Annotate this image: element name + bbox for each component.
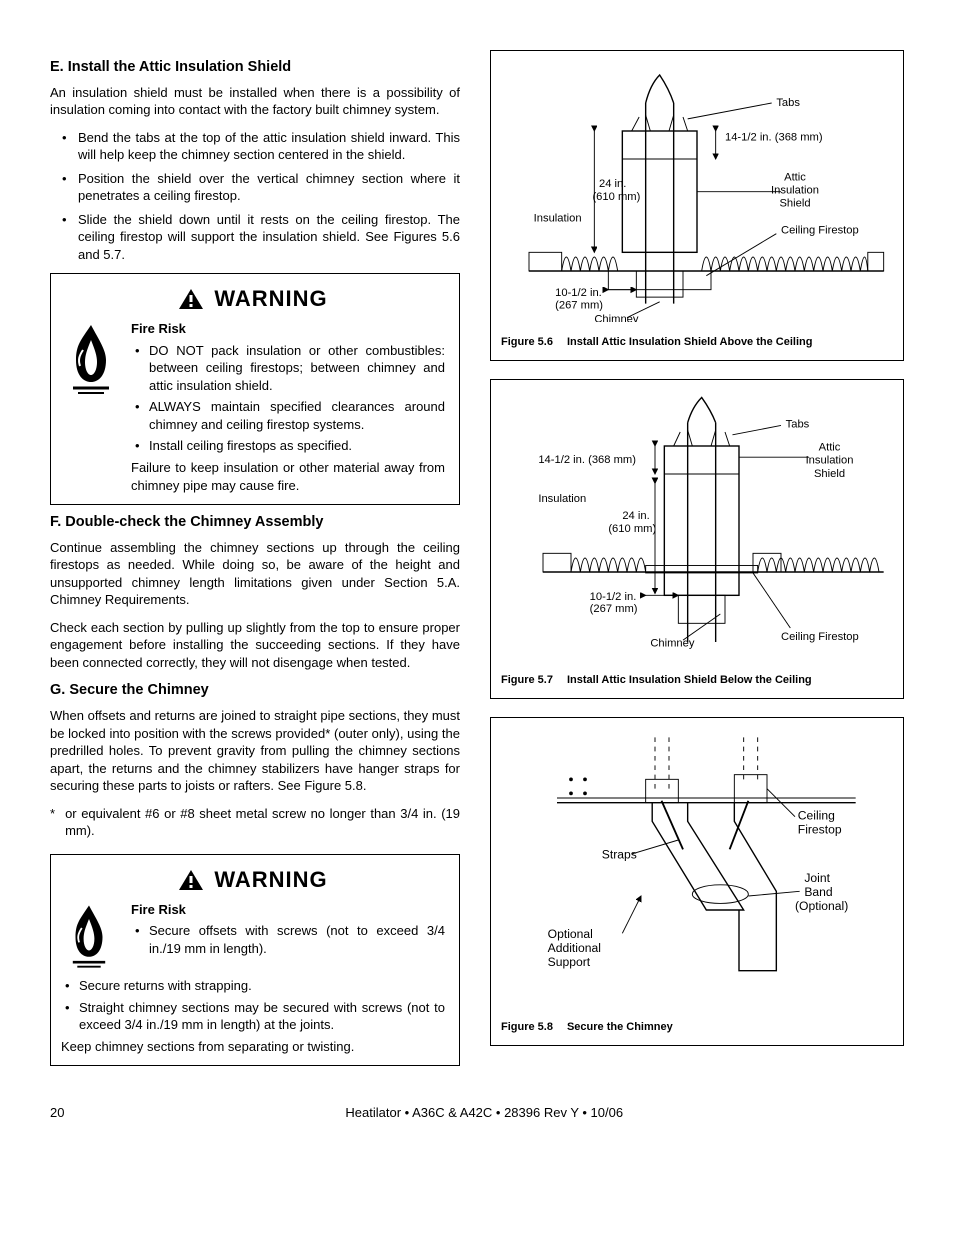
svg-text:10-1/2 in.: 10-1/2 in. — [555, 287, 602, 299]
flame-icon — [61, 901, 121, 978]
svg-text:Optional: Optional — [548, 927, 593, 941]
footnote-text: or equivalent #6 or #8 sheet metal screw… — [65, 805, 460, 840]
svg-text:Ceiling Firestop: Ceiling Firestop — [781, 631, 859, 643]
svg-text:Shield: Shield — [814, 468, 845, 480]
svg-text:Chimney: Chimney — [594, 313, 639, 322]
figure-5-7-diagram: Tabs Attic Insulation Shield 14-1/2 in. … — [501, 390, 893, 661]
svg-text:Shield: Shield — [779, 198, 810, 210]
warning-bullet: Install ceiling firestops as specified. — [131, 437, 445, 455]
svg-text:Straps: Straps — [602, 847, 637, 861]
section-g-footnote: * or equivalent #6 or #8 sheet metal scr… — [50, 805, 460, 840]
svg-text:14-1/2 in. (368 mm): 14-1/2 in. (368 mm) — [538, 454, 636, 466]
page-number: 20 — [50, 1104, 64, 1122]
warning-bullet: ALWAYS maintain specified clearances aro… — [131, 398, 445, 433]
figure-5-8-diagram: Ceiling Firestop Straps Joint Band (Opti… — [501, 728, 893, 1008]
warning-title: WARNING — [214, 865, 327, 895]
section-f-p1: Continue assembling the chimney sections… — [50, 539, 460, 609]
svg-text:Insulation: Insulation — [534, 213, 582, 225]
figure-5-7: Tabs Attic Insulation Shield 14-1/2 in. … — [490, 379, 904, 699]
warning-bullet: Straight chimney sections may be secured… — [61, 999, 445, 1034]
svg-text:10-1/2 in.: 10-1/2 in. — [590, 591, 637, 603]
svg-text:Tabs: Tabs — [786, 418, 810, 430]
figure-5-8-caption: Figure 5.8Secure the Chimney — [501, 1020, 893, 1035]
figure-5-8: Ceiling Firestop Straps Joint Band (Opti… — [490, 717, 904, 1046]
svg-text:(Optional): (Optional) — [795, 899, 848, 913]
warning-tail: Failure to keep insulation or other mate… — [131, 459, 445, 494]
doc-id: Heatilator • A36C & A42C • 28396 Rev Y •… — [345, 1104, 623, 1122]
warning-bullet: Secure offsets with screws (not to excee… — [131, 922, 445, 957]
svg-text:(267 mm): (267 mm) — [590, 603, 638, 615]
page-footer: 20 Heatilator • A36C & A42C • 28396 Rev … — [50, 1104, 904, 1122]
warning-heading: WARNING — [61, 284, 445, 314]
svg-text:Insulation: Insulation — [771, 185, 819, 197]
footnote-star: * — [50, 805, 55, 840]
svg-text:Joint: Joint — [804, 871, 830, 885]
svg-text:14-1/2 in. (368 mm): 14-1/2 in. (368 mm) — [725, 131, 823, 143]
svg-text:(267 mm): (267 mm) — [555, 299, 603, 311]
figure-5-7-caption: Figure 5.7Install Attic Insulation Shiel… — [501, 673, 893, 688]
warning-box-1: WARNING Fire Risk DO NOT pack insulation… — [50, 273, 460, 505]
section-e-bullet: Slide the shield down until it rests on … — [50, 211, 460, 264]
warning-title: WARNING — [214, 284, 327, 314]
figure-5-6-diagram: Tabs 14-1/2 in. (368 mm) Attic Insulatio… — [501, 61, 893, 322]
section-e-heading: E. Install the Attic Insulation Shield — [50, 58, 460, 78]
warning-heading: WARNING — [61, 865, 445, 895]
figure-5-6-caption: Figure 5.6Install Attic Insulation Shiel… — [501, 335, 893, 350]
svg-text:24 in.: 24 in. — [622, 510, 649, 522]
svg-text:Band: Band — [804, 885, 832, 899]
fire-risk-label: Fire Risk — [131, 901, 445, 919]
section-f-heading: F. Double-check the Chimney Assembly — [50, 513, 460, 533]
warning-bullet: DO NOT pack insulation or other combusti… — [131, 342, 445, 395]
warning-tail: Keep chimney sections from separating or… — [61, 1038, 445, 1056]
alert-triangle-icon — [178, 869, 204, 891]
svg-text:Ceiling: Ceiling — [798, 808, 835, 822]
svg-text:(610 mm): (610 mm) — [592, 191, 640, 203]
fire-risk-label: Fire Risk — [131, 320, 445, 338]
section-g-p1: When offsets and returns are joined to s… — [50, 707, 460, 795]
svg-text:Firestop: Firestop — [798, 822, 842, 836]
section-e-bullet: Bend the tabs at the top of the attic in… — [50, 129, 460, 164]
svg-text:Attic: Attic — [819, 441, 841, 453]
section-f-p2: Check each section by pulling up slightl… — [50, 619, 460, 672]
svg-text:Chimney: Chimney — [650, 637, 695, 649]
section-g-heading: G. Secure the Chimney — [50, 681, 460, 701]
svg-text:Insulation: Insulation — [538, 493, 586, 505]
svg-text:24 in.: 24 in. — [599, 178, 626, 190]
warning-box-2: WARNING Fire Risk Secure offsets with sc… — [50, 854, 460, 1066]
svg-text:Attic: Attic — [784, 171, 806, 183]
section-e-bullets: Bend the tabs at the top of the attic in… — [50, 129, 460, 264]
flame-icon — [61, 320, 121, 405]
figure-5-6: Tabs 14-1/2 in. (368 mm) Attic Insulatio… — [490, 50, 904, 361]
svg-text:Ceiling Firestop: Ceiling Firestop — [781, 225, 859, 237]
warning-bullet: Secure returns with strapping. — [61, 977, 445, 995]
section-e-bullet: Position the shield over the vertical ch… — [50, 170, 460, 205]
svg-text:Insulation: Insulation — [806, 454, 854, 466]
svg-text:(610 mm): (610 mm) — [608, 523, 656, 535]
svg-text:Additional: Additional — [548, 941, 601, 955]
section-e-intro: An insulation shield must be installed w… — [50, 84, 460, 119]
svg-text:Support: Support — [548, 955, 591, 969]
alert-triangle-icon — [178, 288, 204, 310]
svg-text:Tabs: Tabs — [776, 97, 800, 109]
